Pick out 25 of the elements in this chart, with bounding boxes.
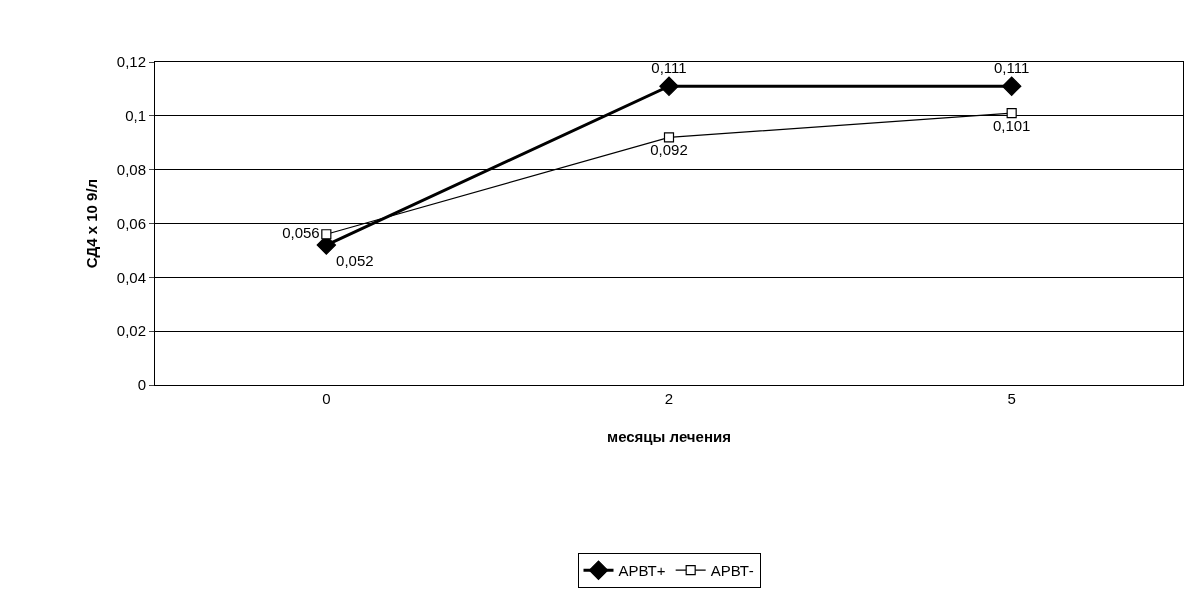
x-axis-title: месяцы лечения <box>607 428 731 445</box>
y-tick-label: 0,12 <box>116 53 146 71</box>
y-tick-label: 0,02 <box>116 322 146 340</box>
point <box>1001 76 1022 96</box>
x-tick-label: 2 <box>664 390 674 407</box>
x-tick-label: 5 <box>1007 390 1016 407</box>
point <box>659 76 679 96</box>
point <box>321 229 332 240</box>
data-label: 0,056 <box>282 224 320 242</box>
y-tick-label: 0,06 <box>116 214 146 232</box>
data-label: 0,101 <box>992 117 1031 135</box>
legend-label: АРВТ- <box>710 562 754 580</box>
data-label: 0,052 <box>336 252 374 270</box>
data-label: 0,111 <box>994 58 1030 76</box>
y-tick-label: 0,08 <box>116 160 146 178</box>
data-label: 0,092 <box>650 141 688 159</box>
point <box>1006 108 1017 119</box>
y-tick-label: 0,04 <box>116 268 146 286</box>
point <box>663 132 675 143</box>
y-tick-label: 0,1 <box>125 107 146 125</box>
y-axis-title: СД4 х 10 9/л <box>83 178 101 269</box>
legend-label: АРВТ+ <box>618 562 666 580</box>
data-label: 0,111 <box>651 58 687 76</box>
y-tick-label: 0 <box>137 376 146 394</box>
x-tick-label: 0 <box>322 390 331 407</box>
